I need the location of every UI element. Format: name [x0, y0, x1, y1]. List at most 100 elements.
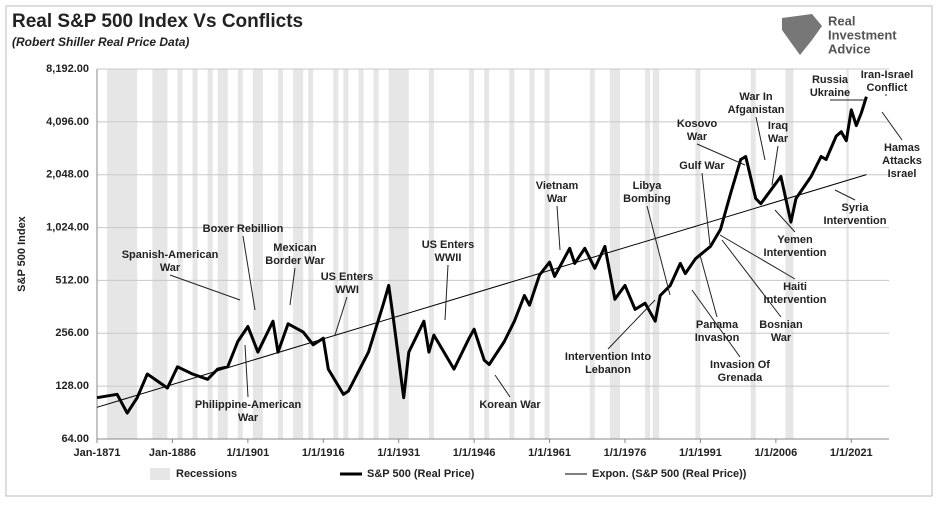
annotation: Intervention — [764, 294, 827, 306]
recession-band — [469, 69, 475, 439]
recession-band — [388, 69, 409, 439]
annotation-leader — [494, 374, 511, 398]
annotation: US Enters — [321, 271, 374, 283]
x-tick-label: Jan-1871 — [73, 447, 120, 459]
recession-band — [152, 69, 168, 439]
annotation-leader — [646, 205, 671, 296]
annotation: Kosovo — [677, 118, 718, 130]
annotation: Hamas — [884, 142, 920, 154]
x-tick-label: 1/1/1961 — [528, 447, 571, 459]
annotation: Invasion Of — [710, 359, 770, 371]
annotation: Conflict — [867, 82, 908, 94]
annotation: Ukraine — [810, 87, 850, 99]
recession-band — [237, 69, 243, 439]
recession-band — [373, 69, 379, 439]
chart-title: Real S&P 500 Index Vs Conflicts — [12, 11, 303, 32]
recession-band — [293, 69, 304, 439]
y-tick-label: 8,192.00 — [46, 63, 89, 75]
annotation: Iran-Israel — [861, 69, 914, 81]
x-tick-label: 1/1/1901 — [226, 447, 269, 459]
annotation: War — [160, 262, 181, 274]
x-tick-label: 1/1/1976 — [604, 447, 647, 459]
recession-band — [177, 69, 183, 439]
recession-band — [609, 69, 620, 439]
annotation: Grenada — [718, 372, 764, 384]
x-tick-label: 1/1/1931 — [377, 447, 420, 459]
annotation: Vietnam — [536, 180, 579, 192]
x-tick-label: 1/1/2021 — [830, 447, 873, 459]
x-tick-label: 1/1/1916 — [302, 447, 345, 459]
recession-band — [544, 69, 550, 439]
brand: Real — [828, 13, 855, 28]
annotation: US Enters — [422, 239, 475, 251]
annotation: Bombing — [623, 193, 671, 205]
annotation-leader — [169, 274, 241, 301]
recession-band — [509, 69, 515, 439]
legend-swatch — [150, 468, 170, 480]
recession-band — [308, 69, 314, 439]
recession-band — [252, 69, 263, 439]
annotation: Haiti — [783, 281, 807, 293]
x-tick-label: Jan-1886 — [149, 447, 196, 459]
brand: Investment — [828, 27, 897, 42]
annotation-leader — [699, 254, 718, 318]
frame — [5, 5, 933, 497]
y-tick-label: 2,048.00 — [46, 169, 89, 181]
recession-band — [343, 69, 349, 439]
annotation: Syria — [842, 202, 870, 214]
recession-band — [192, 69, 198, 439]
legend-label: Expon. (S&P 500 (Real Price)) — [592, 468, 747, 480]
annotation-leader — [289, 267, 296, 306]
x-tick-label: 1/1/1946 — [453, 447, 496, 459]
recession-band — [652, 69, 660, 439]
annotation: Intervention — [764, 247, 827, 259]
y-tick-label: 512.00 — [55, 274, 89, 286]
annotation: Lebanon — [585, 364, 631, 376]
annotation-leader — [444, 264, 449, 321]
annotation: Russia — [812, 74, 849, 86]
y-tick-label: 256.00 — [55, 327, 89, 339]
recession-band — [358, 69, 364, 439]
x-tick-label: 1/1/1991 — [679, 447, 722, 459]
annotation: Intervention Into — [565, 351, 651, 363]
recession-band — [785, 69, 794, 439]
annotation: Israel — [888, 168, 917, 180]
annotation: Spanish-American — [122, 249, 219, 261]
annotation: WWII — [435, 252, 462, 264]
annotation-leader — [755, 116, 766, 161]
x-tick-label: 1/1/2006 — [754, 447, 797, 459]
recession-band — [484, 69, 490, 439]
y-axis-label: S&P 500 Index — [16, 215, 28, 291]
chart-subtitle: (Robert Shiller Real Price Data) — [12, 35, 189, 49]
recession-band — [333, 69, 339, 439]
annotation: Philippine-American — [195, 399, 302, 411]
annotation-leader — [696, 143, 746, 166]
annotation: Korean War — [479, 399, 541, 411]
annotation: Afganistan — [728, 104, 785, 116]
annotation-leader — [701, 172, 711, 246]
logo: Real Investment Advice — [782, 13, 897, 56]
annotation-leader — [719, 234, 796, 280]
recession-band — [428, 69, 434, 439]
annotation: War — [771, 332, 792, 344]
annotation-leader — [334, 296, 348, 336]
annotation: Border War — [265, 255, 325, 267]
annotation-leader — [834, 189, 856, 201]
annotation: WWI — [335, 284, 359, 296]
recession-band — [846, 69, 849, 439]
brand: Advice — [828, 41, 871, 56]
annotation: Attacks — [882, 155, 922, 167]
annotation: Invasion — [695, 332, 740, 344]
logo-icon — [782, 14, 822, 55]
series-line — [96, 96, 868, 415]
annotation: War — [238, 412, 259, 424]
recession-band — [645, 69, 651, 439]
annotation: War — [687, 131, 708, 143]
annotation: War — [768, 133, 789, 145]
annotation-leader — [721, 239, 782, 318]
annotation: Intervention — [824, 215, 887, 227]
recession-band — [107, 69, 138, 439]
annotation: Yemen — [777, 234, 813, 246]
annotation-leader — [691, 289, 741, 358]
